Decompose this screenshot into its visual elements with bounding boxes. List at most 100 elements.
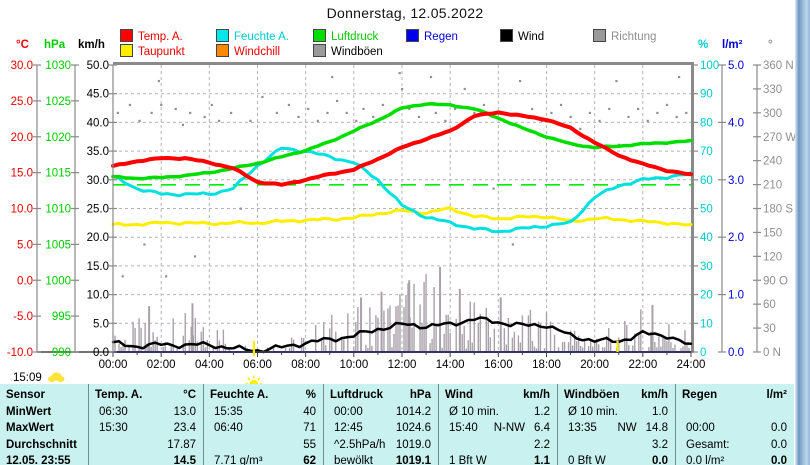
svg-text:90: 90: [700, 89, 713, 101]
table-row: [676, 403, 794, 420]
cell-text: 06:40: [214, 422, 243, 434]
status-time-label: 15:09: [13, 372, 42, 384]
column-header: Wind km/h: [439, 384, 557, 403]
axis-header-%: %: [698, 39, 709, 51]
cell-text: Regen: [682, 389, 718, 401]
svg-text:120: 120: [763, 251, 782, 263]
column-header: Regen l/m²: [676, 384, 794, 403]
cell-text: 15:30: [99, 422, 128, 434]
svg-text:15.0: 15.0: [87, 261, 109, 273]
legend-swatch: [216, 44, 229, 57]
table-row: 3.2: [558, 436, 675, 453]
cell-text: bewölkt: [334, 455, 373, 465]
svg-text:45.0: 45.0: [87, 89, 109, 101]
status-time: 15:09: [13, 371, 65, 384]
cell-text: 17.87: [167, 438, 196, 451]
column-header: Feuchte A.%: [204, 384, 323, 403]
svg-text:30.0: 30.0: [11, 60, 33, 72]
cell-text: MinWert: [6, 405, 52, 418]
svg-text:-10.0: -10.0: [7, 347, 33, 359]
cell-text: %: [305, 389, 316, 401]
cell-text: 06:30: [99, 405, 128, 418]
svg-text:150: 150: [763, 227, 782, 239]
legend-item-richtung: Richtung: [593, 29, 656, 43]
table-row: 55: [204, 436, 323, 453]
svg-text:10: 10: [700, 318, 713, 330]
cell-text: NW: [617, 422, 637, 434]
sensor-column-wind: Wind km/h Ø 10 min. 1.2 15:40 N-NW 6.4 2.2 1 Bft…: [438, 384, 557, 465]
svg-text:5.0: 5.0: [93, 318, 109, 330]
cell-text: Sensor: [6, 389, 45, 401]
svg-text:16:00: 16:00: [484, 359, 513, 371]
svg-text:00:00: 00:00: [99, 359, 128, 371]
cell-text: 1.2: [534, 405, 550, 418]
svg-text:1.0: 1.0: [728, 290, 744, 302]
table-row: 06:30 13.0: [89, 403, 203, 420]
axis-header-hPa: hPa: [44, 39, 66, 51]
svg-text:240: 240: [763, 156, 782, 168]
legend-swatch: [120, 44, 133, 57]
legend-item-temp-a-: Temp. A.: [120, 29, 183, 43]
row-label: MaxWert: [0, 420, 88, 437]
row-label: Durchschnitt: [0, 436, 88, 453]
table-row: 15:40 N-NW 6.4: [439, 420, 557, 437]
cell-text: hPa: [409, 389, 431, 401]
row-label: Sensor: [0, 384, 88, 403]
cell-text: l/m²: [766, 389, 787, 401]
cell-text: 13:35: [568, 422, 597, 434]
cell-text: 1024.6: [395, 422, 431, 434]
cell-text: 0.0: [652, 455, 668, 465]
svg-text:25.0: 25.0: [87, 204, 109, 216]
cell-text: Wind: [445, 389, 473, 401]
cell-text: 12.05. 23:55: [6, 455, 71, 465]
svg-text:5.0: 5.0: [728, 60, 744, 72]
row-label-column: Sensor MinWert MaxWert Durchschnitt 12.05. 2…: [0, 384, 88, 465]
svg-text:12:00: 12:00: [388, 359, 417, 371]
cell-text: 3.2: [652, 438, 668, 451]
legend-item-luftdruck: Luftdruck: [313, 29, 379, 43]
svg-text:995: 995: [52, 311, 71, 323]
svg-text:300: 300: [763, 108, 782, 120]
legend-swatch: [216, 29, 229, 42]
table-row: 00:00 1014.2: [324, 403, 438, 420]
legend-label: Luftdruck: [331, 31, 379, 43]
cell-text: Windböen: [564, 389, 620, 401]
column-header: Windböen km/h: [558, 384, 675, 403]
svg-text:0 N: 0 N: [763, 347, 781, 359]
svg-text:90 O: 90 O: [763, 275, 788, 287]
legend-label: Wind: [518, 31, 545, 43]
row-label: 12.05. 23:55: [0, 453, 88, 465]
legend-swatch: [120, 29, 133, 42]
svg-text:60: 60: [700, 175, 713, 187]
svg-text:30: 30: [700, 261, 713, 273]
axis-header-kmh: km/h: [78, 39, 105, 51]
svg-text:10.0: 10.0: [11, 204, 33, 216]
cell-text: 23.4: [173, 422, 196, 434]
svg-text:40.0: 40.0: [87, 117, 109, 129]
legend-swatch: [500, 29, 513, 42]
legend-item-windchill: Windchill: [216, 44, 281, 58]
svg-text:40: 40: [700, 232, 713, 244]
legend-label: Windchill: [234, 46, 281, 58]
svg-text:70: 70: [700, 146, 713, 158]
cell-text: 71: [303, 422, 316, 434]
cell-text: 1.0: [652, 405, 668, 418]
cell-text: 0.0: [771, 455, 787, 465]
cell-text: Gesamt:: [686, 438, 730, 451]
axis-header-lm: l/m²: [722, 39, 743, 51]
axis-header-: °: [768, 39, 773, 51]
column-header: Temp. A. °C: [89, 384, 203, 403]
sensor-column-windb-en: Windböen km/h Ø 10 min. 1.0 13:35 NW 14.8 3.2 0 …: [557, 384, 675, 465]
svg-text:30: 30: [763, 323, 776, 335]
table-row: 0.0 l/m² 0.0: [676, 453, 794, 465]
svg-text:210: 210: [763, 180, 782, 192]
cell-text: 1019.0: [395, 438, 431, 451]
table-row: Ø 10 min. 1.2: [439, 403, 557, 420]
svg-text:10:00: 10:00: [339, 359, 368, 371]
table-row: 15:30 23.4: [89, 420, 203, 437]
cell-text: 0.0 l/m²: [686, 455, 725, 465]
cell-text: km/h: [523, 389, 550, 401]
table-row: bewölkt 1019.1: [324, 453, 438, 465]
legend-label: Temp. A.: [138, 31, 183, 43]
cell-text: 0.0: [771, 438, 787, 451]
